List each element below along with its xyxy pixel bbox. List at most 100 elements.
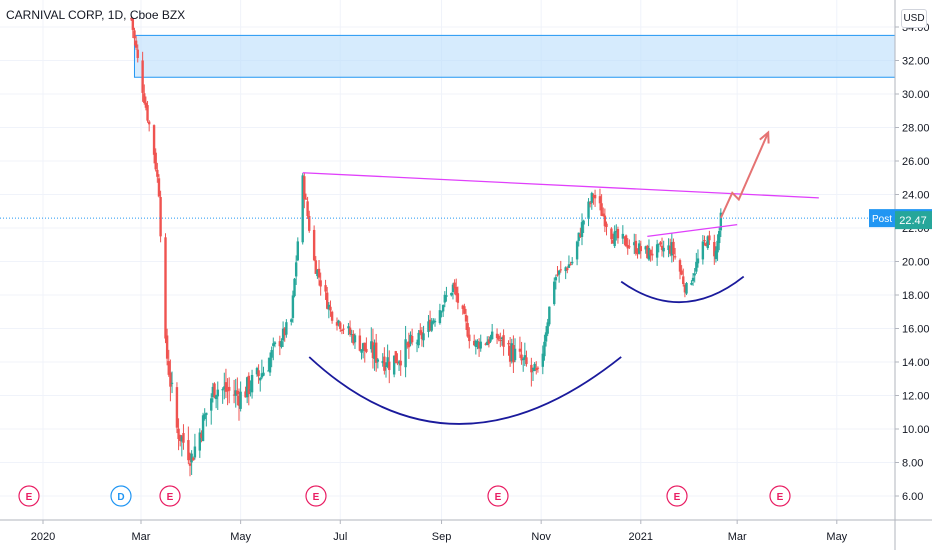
candle-body <box>291 295 295 318</box>
candle-body <box>308 215 311 231</box>
candle-body <box>603 215 607 227</box>
candle-body <box>543 341 546 357</box>
candle-body <box>410 335 414 343</box>
candle-body <box>285 322 288 335</box>
candle-body <box>314 260 317 274</box>
price-tick-label: 20.00 <box>902 257 930 269</box>
candle-body <box>239 391 242 409</box>
candle-body <box>381 360 384 364</box>
candle-body <box>673 256 677 258</box>
earnings-marker[interactable]: E <box>305 485 327 507</box>
candle-body <box>143 93 146 103</box>
candle-body <box>441 305 445 312</box>
resistance-zone[interactable] <box>133 34 896 78</box>
candle-body <box>272 343 275 346</box>
candle-body <box>262 372 265 376</box>
candle-body <box>280 341 283 348</box>
candle-body <box>489 336 492 342</box>
price-tick-label: 32.00 <box>902 56 930 68</box>
candle-body <box>260 373 264 378</box>
candle-body <box>479 341 482 349</box>
candle-body <box>456 293 460 303</box>
earnings-marker[interactable]: E <box>666 485 688 507</box>
candle-body <box>131 18 135 30</box>
candle-body <box>415 342 419 344</box>
candle-body <box>255 368 259 375</box>
candle-body <box>133 30 136 39</box>
candle-body <box>164 237 167 339</box>
price-tick-label: 8.00 <box>902 458 923 470</box>
candle-body <box>319 280 322 287</box>
candle-body <box>304 198 308 200</box>
candle-body <box>303 176 306 200</box>
candle-body <box>244 391 247 398</box>
last-price-value: 22.47 <box>899 215 927 227</box>
candle-body <box>141 60 144 93</box>
candle-body <box>221 389 224 391</box>
candle-body <box>223 386 226 390</box>
candle-body <box>495 333 499 339</box>
candle-body <box>384 365 388 367</box>
event-label: E <box>495 492 502 503</box>
candle-body <box>616 229 620 239</box>
candle-body <box>477 342 481 349</box>
earnings-marker[interactable]: E <box>769 485 791 507</box>
candle-body <box>192 457 195 461</box>
candle-body <box>490 331 494 340</box>
candlestick-series <box>130 17 723 477</box>
candle-body <box>647 248 651 260</box>
candle-body <box>499 340 502 342</box>
candle-body <box>633 242 636 246</box>
event-label: D <box>117 492 124 503</box>
candle-body <box>205 412 208 416</box>
candle-body <box>443 294 446 303</box>
candle-body <box>704 243 708 246</box>
candle-body <box>193 446 197 458</box>
candle-body <box>484 343 487 345</box>
candle-body <box>461 305 464 309</box>
candle-body <box>554 277 558 281</box>
candle-body <box>329 306 332 311</box>
candle-body <box>660 245 664 250</box>
candle-body <box>396 362 399 364</box>
candle-body <box>417 332 420 346</box>
candle-body <box>290 319 293 322</box>
currency-button[interactable]: USD <box>901 9 927 28</box>
candle-body <box>213 383 216 398</box>
candle-body <box>267 370 270 372</box>
price-tick-label: 6.00 <box>902 491 923 503</box>
candle-body <box>453 282 456 289</box>
candle-body <box>530 364 533 373</box>
candle-body <box>624 235 628 247</box>
candle-body <box>342 328 345 330</box>
candle-body <box>598 196 602 204</box>
dividend-marker[interactable]: D <box>110 485 132 507</box>
time-tick-label: 2020 <box>31 531 55 543</box>
candle-body <box>224 382 228 392</box>
candle-body <box>182 433 185 443</box>
candle-body <box>602 213 605 217</box>
candle-body <box>536 367 540 369</box>
cup-arc[interactable] <box>308 356 622 425</box>
projection-arrow[interactable] <box>719 132 770 219</box>
candle-body <box>600 203 603 216</box>
candle-body <box>175 387 179 428</box>
candle-body <box>216 389 219 397</box>
earnings-marker[interactable]: E <box>18 485 40 507</box>
candle-body <box>130 18 133 20</box>
handle-arc[interactable] <box>620 275 745 304</box>
candle-body <box>512 345 515 363</box>
candle-body <box>383 356 386 371</box>
candle-body <box>548 306 551 325</box>
candle-body <box>340 329 344 331</box>
candle-body <box>473 340 476 346</box>
candle-body <box>667 245 670 251</box>
earnings-marker[interactable]: E <box>159 485 181 507</box>
earnings-marker[interactable]: E <box>487 485 509 507</box>
candle-body <box>361 343 365 351</box>
candle-body <box>571 261 574 264</box>
handle-trendline[interactable] <box>647 224 738 238</box>
